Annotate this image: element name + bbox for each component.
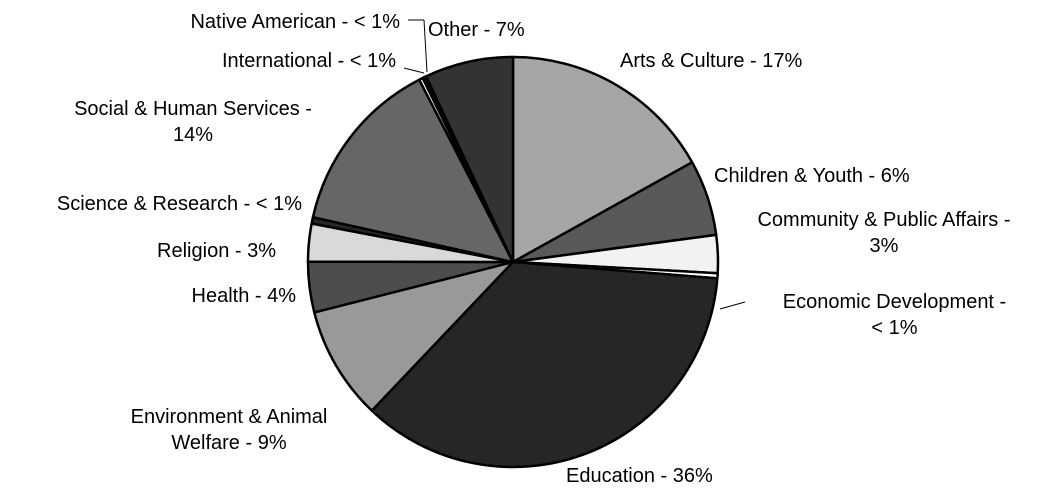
leader-line-native-american <box>423 19 428 73</box>
slice-label-line: Arts & Culture - 17% <box>620 50 803 72</box>
slice-label-line: International - < 1% <box>222 50 396 72</box>
slice-label-native-american: Native American - < 1% <box>190 11 400 33</box>
leader-line-international <box>403 67 425 74</box>
slice-label-social-and-human-services: Social & Human Services - 14% <box>74 98 312 146</box>
slice-label-children-and-youth: Children & Youth - 6% <box>714 165 910 187</box>
pie-slice-environment-and-animal-welfare <box>313 260 515 412</box>
slice-label-environment-and-animal-welfare: Environment & Animal Welfare - 9% <box>131 406 328 454</box>
slice-label-line: Health - 4% <box>192 285 297 307</box>
slice-label-line: Religion - 3% <box>157 240 276 262</box>
slice-label-arts-and-culture: Arts & Culture - 17% <box>620 50 803 72</box>
slice-label-religion: Religion - 3% <box>157 240 276 262</box>
pie-slice-other <box>424 55 515 264</box>
slice-label-line: Environment & Animal <box>131 406 328 428</box>
slice-label-line: 14% <box>173 124 213 146</box>
pie-slices <box>306 55 720 469</box>
slice-label-line: Other - 7% <box>428 19 525 41</box>
slice-label-line: Social & Human Services - <box>74 98 312 120</box>
slice-label-community-and-public-affairs: Community & Public Affairs - 3% <box>757 209 1010 257</box>
pie-slice-arts-and-culture <box>511 55 694 264</box>
slice-label-science-and-research: Science & Research - < 1% <box>57 193 302 215</box>
slice-label-line: Economic Development - <box>783 291 1006 313</box>
slice-label-line: Science & Research - < 1% <box>57 193 302 215</box>
slice-label-line: Education - 36% <box>566 465 713 487</box>
slice-label-line: Native American - < 1% <box>190 11 400 33</box>
slice-label-economic-development: Economic Development - < 1% <box>783 291 1006 339</box>
label-leader-lines <box>403 19 746 310</box>
slice-label-education: Education - 36% <box>566 465 713 487</box>
leader-line-economic-development <box>719 301 746 310</box>
slice-label-line: Community & Public Affairs - <box>757 209 1010 231</box>
slice-label-health: Health - 4% <box>192 285 297 307</box>
slice-label-line: 3% <box>870 235 899 257</box>
slice-label-line: Welfare - 9% <box>171 432 286 454</box>
pie-slice-social-and-human-services <box>311 78 515 264</box>
slice-label-line: < 1% <box>871 317 917 339</box>
slice-label-international: International - < 1% <box>222 50 396 72</box>
slice-label-line: Children & Youth - 6% <box>714 165 910 187</box>
slice-label-other: Other - 7% <box>428 19 525 41</box>
slice-labels: Arts & Culture - 17% Children & Youth - 6… <box>57 11 1011 487</box>
pie-slice-education <box>370 260 719 469</box>
